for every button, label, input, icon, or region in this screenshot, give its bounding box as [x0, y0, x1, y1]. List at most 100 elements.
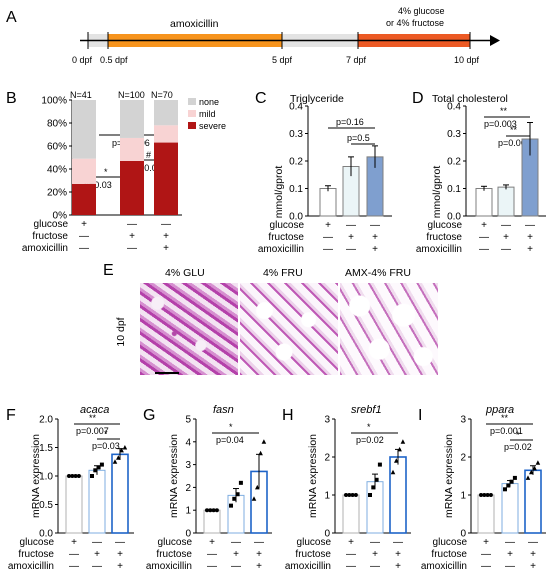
panel-f-gene: acaca	[80, 404, 109, 416]
bar-b-mild-1	[120, 137, 144, 161]
panel-e-header-fru: 4% FRU	[263, 267, 303, 279]
y-tick-label-i: 1	[460, 491, 466, 502]
point-f-0	[67, 474, 71, 478]
panel-b-n-label-1: N=41	[70, 90, 92, 100]
point-h-0	[350, 493, 355, 497]
panel-b-n-label-2: N=100	[118, 90, 145, 100]
panel-b-n-label-3: N=70	[151, 90, 173, 100]
y-tick-label-c: 0.1	[289, 184, 303, 195]
point-f-1	[90, 474, 94, 478]
timeline-amoxicillin-label: amoxicillin	[170, 18, 219, 30]
panel-label-f: F	[6, 407, 16, 424]
treatment-sign-i: +	[507, 549, 513, 560]
treatment-sign-b: +	[81, 219, 87, 230]
sig-stars-b-2: *	[104, 167, 108, 177]
panel-i-significance: ** p=0.001 * p=0.02	[486, 413, 533, 452]
y-tick-label-b: 60%	[47, 142, 67, 153]
treatment-sign-i: —	[481, 549, 491, 560]
panel-c-ylabel: mmol/gprot	[273, 166, 285, 219]
point-h-2	[394, 458, 399, 463]
treatment-label-b: amoxicillin	[22, 243, 68, 254]
treatment-sign-c: —	[370, 220, 380, 231]
treatment-label-h: fructose	[295, 549, 331, 560]
micrograph-amoxicillin-fructose	[340, 283, 438, 375]
point-h-2	[397, 446, 402, 452]
treatment-label-c: amoxicillin	[258, 244, 304, 255]
point-i-0	[488, 493, 493, 497]
timeline-label-1: 0.5 dpf	[100, 55, 128, 65]
treatment-sign-d: —	[479, 244, 489, 255]
y-tick-label-c: 0.0	[289, 212, 303, 223]
y-tick-label-h: 2	[324, 453, 330, 464]
treatment-sign-c: —	[346, 220, 356, 231]
y-tick-label-i: 3	[460, 415, 466, 426]
y-tick-label-g: 4	[185, 437, 191, 448]
point-h-0	[347, 493, 352, 497]
point-g-2	[258, 450, 263, 456]
micrograph-glucose	[140, 283, 238, 375]
sig-p-h-1: p=0.02	[356, 435, 384, 445]
treatment-label-g: glucose	[158, 537, 193, 548]
treatment-label-d: amoxicillin	[416, 244, 462, 255]
point-g-0	[214, 508, 219, 513]
legend-swatch-severe	[188, 122, 196, 129]
treatment-sign-d: +	[527, 232, 533, 243]
panel-g-ylabel: mRNA expression	[168, 434, 180, 518]
point-g-2	[255, 484, 260, 490]
treatment-sign-h: +	[372, 549, 378, 560]
treatment-sign-g: +	[209, 537, 215, 548]
panel-label-c: C	[255, 90, 267, 107]
treatment-sign-c: —	[346, 244, 356, 255]
treatment-sign-b: —	[79, 231, 89, 242]
treatment-sign-h: +	[395, 561, 401, 572]
panel-f-significance: ** p=0.007 * p=0.03	[74, 413, 120, 451]
point-f-0	[76, 474, 81, 478]
sig-p-f-2: p=0.03	[92, 441, 120, 451]
treatment-sign-f: +	[71, 537, 77, 548]
treatment-label-b: fructose	[32, 231, 68, 242]
treatment-sign-g: —	[231, 537, 241, 548]
treatment-sign-f: —	[69, 549, 79, 560]
treatment-sign-i: —	[505, 561, 515, 572]
y-tick-label-b: 0%	[53, 211, 68, 222]
treatment-sign-g: —	[207, 561, 217, 572]
point-g-1	[238, 480, 243, 485]
point-i-0	[482, 493, 487, 497]
point-f-1	[93, 468, 98, 473]
point-i-1	[512, 475, 517, 480]
treatment-sign-g: +	[256, 549, 262, 560]
bar-c-0	[319, 188, 337, 217]
y-tick-label-d: 0.1	[447, 184, 461, 195]
point-i-1	[509, 479, 514, 484]
treatment-sign-i: —	[505, 537, 515, 548]
point-h-0	[344, 493, 348, 497]
sig-p-c-1: p=0.16	[336, 117, 364, 127]
panel-label-i: I	[418, 407, 422, 424]
sig-stars-d-2: **	[510, 125, 518, 135]
panel-d-significance: ** p=0.003 ** p=0.003	[484, 106, 531, 148]
y-tick-label-i: 0	[460, 529, 466, 540]
point-g-0	[211, 508, 216, 513]
timeline-sugar-label-2: or 4% fructose	[386, 18, 444, 28]
treatment-label-d: glucose	[428, 220, 463, 231]
point-f-2	[116, 455, 121, 460]
y-tick-label-b: 80%	[47, 119, 67, 130]
y-tick-label-h: 1	[324, 491, 330, 502]
y-tick-label-b: 40%	[47, 165, 67, 176]
treatment-sign-h: —	[346, 549, 356, 560]
legend-label-severe: severe	[199, 121, 226, 131]
sig-stars-i-1: **	[501, 413, 509, 423]
scale-bar	[155, 372, 179, 374]
panel-i-gene: ppara	[485, 404, 514, 416]
point-h-0	[353, 493, 358, 497]
treatment-sign-h: —	[393, 537, 403, 548]
treatment-label-g: fructose	[156, 549, 192, 560]
point-i-0	[485, 493, 490, 497]
treatment-sign-h: +	[395, 549, 401, 560]
y-tick-label-c: 0.3	[289, 129, 303, 140]
bar-b-mild-2	[154, 125, 178, 143]
treatment-sign-f: +	[94, 549, 100, 560]
treatment-sign-f: +	[117, 561, 123, 572]
treatment-sign-f: —	[92, 561, 102, 572]
y-tick-label-g: 3	[185, 460, 191, 471]
